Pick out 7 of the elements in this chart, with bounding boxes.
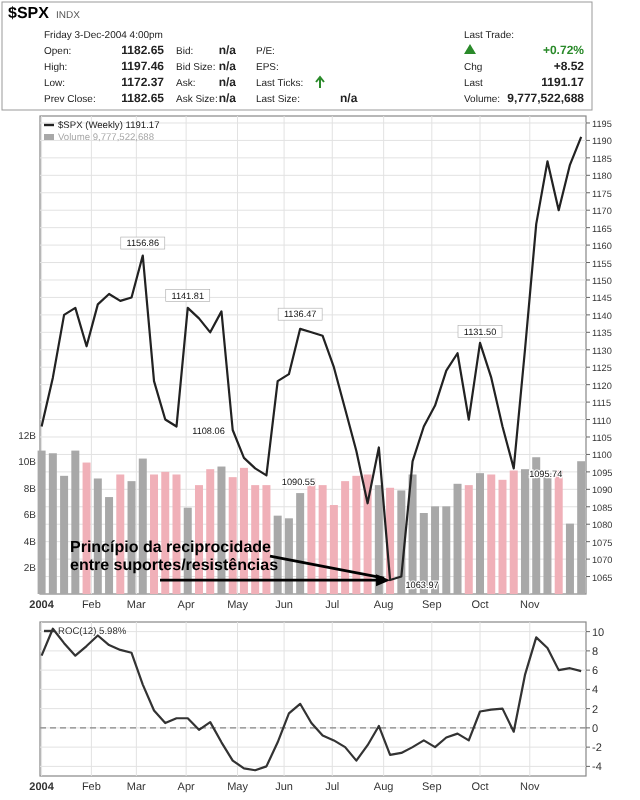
annotation: Princípio da reciprocidade entre suportes/resistências	[70, 538, 280, 575]
text: $SPX	[8, 4, 51, 22]
bar	[464, 485, 473, 594]
bar	[453, 483, 462, 594]
bar	[509, 470, 518, 594]
line-series	[40, 627, 583, 772]
bar	[476, 473, 485, 594]
